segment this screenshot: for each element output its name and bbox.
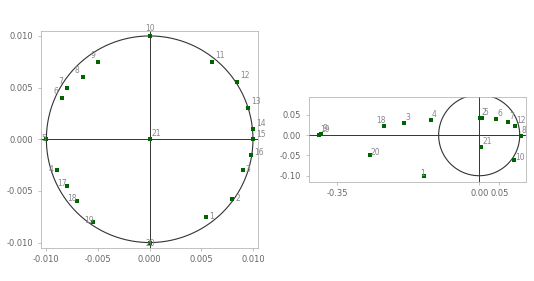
Text: 1: 1 [209, 212, 214, 221]
Text: 18: 18 [67, 194, 76, 203]
Text: 8: 8 [522, 126, 527, 135]
Text: 8: 8 [74, 66, 79, 75]
Text: 1: 1 [420, 169, 425, 178]
Text: 10: 10 [146, 24, 155, 33]
Text: 2: 2 [235, 194, 240, 203]
Text: 2: 2 [482, 108, 486, 117]
Text: 19: 19 [84, 216, 94, 225]
Text: 11: 11 [215, 51, 224, 60]
Text: 9: 9 [322, 124, 327, 133]
Text: 16: 16 [254, 148, 264, 157]
Text: 15: 15 [256, 130, 266, 139]
Text: 6: 6 [53, 87, 59, 96]
Text: 12: 12 [241, 71, 250, 80]
Text: 4: 4 [432, 110, 437, 119]
Text: 9: 9 [91, 51, 96, 60]
Text: 19: 19 [320, 125, 330, 134]
Text: 21: 21 [152, 129, 161, 138]
Text: 18: 18 [376, 116, 386, 125]
Text: 6: 6 [498, 109, 502, 118]
Text: 17: 17 [57, 179, 66, 188]
Text: 7: 7 [509, 112, 514, 121]
Text: 5: 5 [484, 108, 489, 117]
Text: 21: 21 [482, 137, 492, 146]
Text: 7: 7 [59, 76, 64, 85]
Text: 5: 5 [41, 134, 46, 143]
Text: 14: 14 [256, 119, 266, 128]
Text: 3: 3 [246, 165, 250, 175]
Text: 10: 10 [515, 153, 524, 162]
Text: 4: 4 [49, 165, 53, 175]
Text: 13: 13 [251, 97, 261, 106]
Text: 3: 3 [405, 113, 410, 122]
Text: 20: 20 [371, 148, 381, 157]
Text: 12: 12 [516, 116, 525, 125]
Text: 20: 20 [146, 239, 155, 248]
